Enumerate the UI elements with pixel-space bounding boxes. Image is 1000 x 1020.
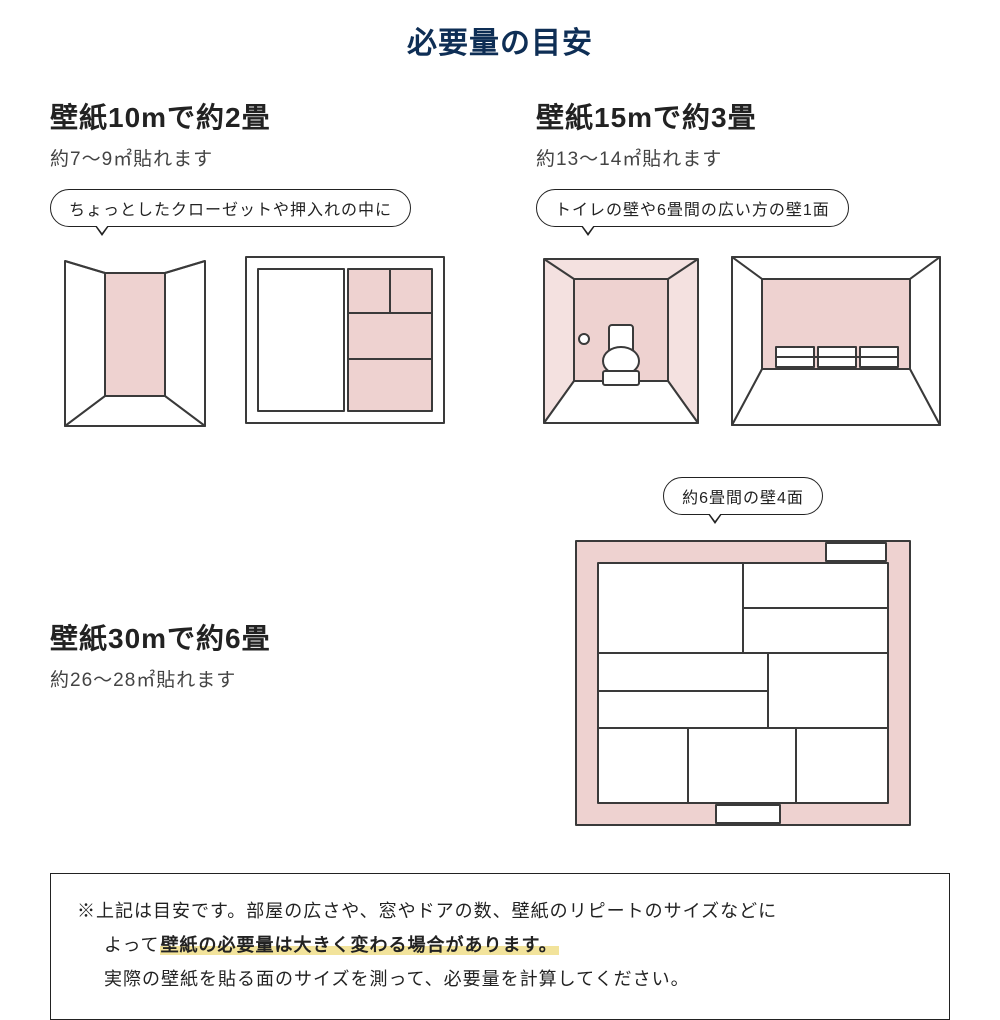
oshiire-illustration (240, 251, 450, 431)
infographic-wrap: 必要量の目安 壁紙10mで約2畳 約7～9㎡貼れます ちょっとしたクローゼットや… (0, 0, 1000, 1020)
note-line-3-text: 実際の壁紙を貼る面のサイズを測って、必要量を計算してください。 (104, 969, 690, 989)
floorplan-illustration (568, 533, 918, 833)
panel-15m-sub: 約13～14㎡貼れます (536, 144, 950, 171)
toilet-room-illustration (536, 251, 706, 431)
panel-10m-sub: 約7～9㎡貼れます (50, 144, 464, 171)
top-row: 壁紙10mで約2畳 約7～9㎡貼れます ちょっとしたクローゼットや押入れの中に (50, 96, 950, 431)
page-title: 必要量の目安 (50, 0, 950, 96)
closet-illustration (50, 251, 220, 431)
panel-15m-heading: 壁紙15mで約3畳 (536, 96, 950, 136)
panel-30m-illus: 約6畳間の壁4面 (536, 477, 950, 833)
note-line-1: ※上記は目安です。部屋の広さや、窓やドアの数、壁紙のリピートのサイズなどに (77, 894, 923, 928)
panel-15m-bubble: トイレの壁や6畳間の広い方の壁1面 (536, 189, 849, 227)
panel-30m-bubble: 約6畳間の壁4面 (663, 477, 823, 515)
bottom-row: 壁紙30mで約6畳 約26～28㎡貼れます 約6畳間の壁4面 (50, 477, 950, 833)
note-line-2-highlight: 壁紙の必要量は大きく変わる場合があります。 (160, 935, 559, 955)
panel-15m-bubble-wrap: トイレの壁や6畳間の広い方の壁1面 (536, 189, 950, 227)
panel-30m-heading: 壁紙30mで約6畳 (50, 617, 464, 657)
panel-30m-sub: 約26～28㎡貼れます (50, 665, 464, 692)
panel-10m-bubble-wrap: ちょっとしたクローゼットや押入れの中に (50, 189, 464, 227)
panel-15m: 壁紙15mで約3畳 約13～14㎡貼れます トイレの壁や6畳間の広い方の壁1面 (536, 96, 950, 431)
panel-10m-bubble: ちょっとしたクローゼットや押入れの中に (50, 189, 411, 227)
panel-15m-illus (536, 251, 950, 431)
panel-10m-illus (50, 251, 464, 431)
panel-30m: 壁紙30mで約6畳 約26～28㎡貼れます (50, 477, 464, 833)
panel-10m-heading: 壁紙10mで約2畳 (50, 96, 464, 136)
panel-30m-bubble-wrap: 約6畳間の壁4面 (536, 477, 950, 515)
note-line-3: 実際の壁紙を貼る面のサイズを測って、必要量を計算してください。 (77, 962, 923, 996)
note-box: ※上記は目安です。部屋の広さや、窓やドアの数、壁紙のリピートのサイズなどに よっ… (50, 873, 950, 1020)
note-line-1-text: ※上記は目安です。部屋の広さや、窓やドアの数、壁紙のリピートのサイズなどに (77, 901, 777, 921)
panel-10m: 壁紙10mで約2畳 約7～9㎡貼れます ちょっとしたクローゼットや押入れの中に (50, 96, 464, 431)
room-one-wall-illustration (726, 251, 946, 431)
note-line-2a: よって (104, 935, 160, 955)
note-line-2: よって壁紙の必要量は大きく変わる場合があります。 (77, 928, 923, 962)
